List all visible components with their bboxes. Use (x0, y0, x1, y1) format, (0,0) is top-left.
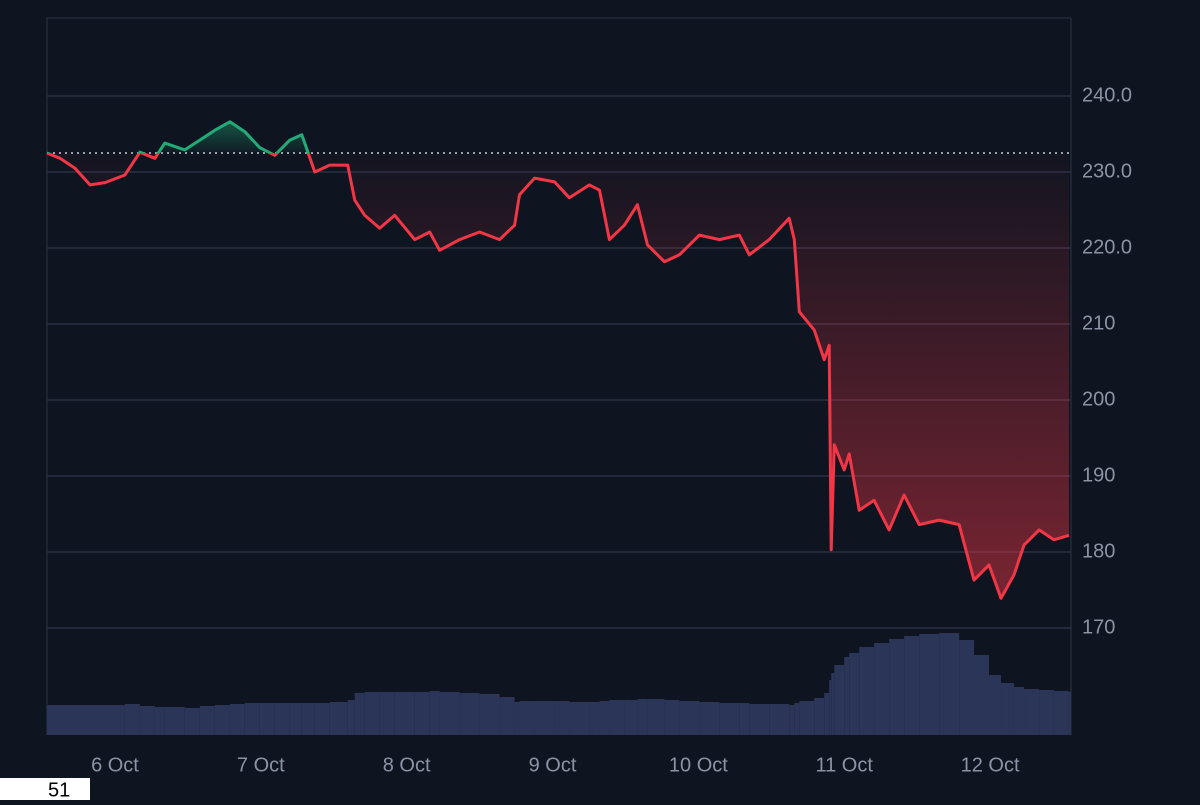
volume-bar (1000, 683, 1014, 735)
y-tick-label: 190 (1082, 464, 1115, 486)
volume-bar (124, 704, 140, 735)
volume-bar (347, 700, 355, 735)
x-tick-label: 9 Oct (529, 754, 577, 776)
volume-bar (569, 702, 590, 735)
volume-bar (164, 707, 185, 735)
volume-bar (47, 705, 60, 735)
volume-bar (831, 673, 835, 735)
y-tick-label: 220.0 (1082, 236, 1132, 258)
volume-bar (849, 653, 860, 735)
volume-bar (214, 705, 230, 735)
volume-bar (664, 700, 680, 735)
volume-bar (301, 703, 315, 735)
volume-bar (184, 708, 200, 735)
volume-bar (1068, 692, 1071, 735)
volume-bar (329, 702, 348, 735)
volume-bar (519, 701, 535, 735)
volume-bar (874, 643, 890, 735)
volume-bar (824, 693, 830, 735)
volume-bar (1013, 687, 1025, 735)
volume-bar (789, 705, 795, 735)
volume-bar (289, 703, 302, 735)
volume-bar (1039, 690, 1054, 735)
volume-bar (394, 692, 415, 735)
price-line (46, 120, 1070, 600)
volume-bar (439, 692, 460, 735)
volume-bar (889, 639, 905, 735)
x-tick-label: 7 Oct (237, 754, 285, 776)
volume-bar (514, 702, 520, 735)
volume-bar (599, 701, 610, 735)
volume-bar (259, 703, 275, 735)
volume-bar (829, 680, 832, 735)
volume-bar (414, 692, 430, 735)
volume-bar (459, 693, 480, 735)
volume-bar (609, 700, 625, 735)
y-tick-label: 240.0 (1082, 84, 1132, 106)
volume-bar (749, 704, 770, 735)
volume-bar (1024, 689, 1040, 735)
volume-bar (499, 697, 515, 735)
volume-bar (589, 702, 600, 735)
volume-bar (314, 703, 330, 735)
volume-bar (379, 692, 395, 735)
volume-bar (1053, 691, 1069, 735)
volume-bar (199, 706, 215, 735)
volume-bar (139, 706, 155, 735)
x-tick-label: 8 Oct (383, 754, 431, 776)
volume-bar (814, 698, 825, 735)
y-tick-label: 210 (1082, 312, 1115, 334)
y-tick-label: 200 (1082, 388, 1115, 410)
volume-bar (699, 702, 720, 735)
y-tick-label: 170 (1082, 616, 1115, 638)
volume-bar (974, 655, 990, 735)
volume-bar (534, 701, 555, 735)
volume-bar (859, 647, 875, 735)
volume-bar (647, 699, 665, 735)
y-tick-label: 180 (1082, 540, 1115, 562)
volume-bar (939, 633, 960, 735)
volume-bar (679, 701, 700, 735)
volume-bar (479, 694, 500, 735)
volume-bar (769, 704, 790, 735)
volume-bar (624, 700, 638, 735)
volume-bar (90, 705, 106, 735)
y-tick-label: 230.0 (1082, 160, 1132, 182)
volume-bar (554, 701, 570, 735)
volume-bar (274, 703, 290, 735)
x-tick-label: 11 Oct (815, 754, 873, 776)
footer-text: 51 (48, 779, 70, 800)
volume-bar (244, 703, 260, 735)
volume-bar (59, 705, 76, 735)
x-tick-label: 10 Oct (669, 754, 728, 776)
volume-bar (799, 701, 815, 735)
x-tick-label: 6 Oct (91, 754, 139, 776)
volume-bar (989, 675, 1001, 735)
volume-bar (637, 699, 648, 735)
volume-bar (739, 703, 750, 735)
volume-bar (154, 707, 165, 735)
volume-bar (794, 703, 800, 735)
volume-bar (229, 704, 245, 735)
volume-bar (959, 640, 975, 735)
volume-bar (919, 634, 940, 735)
volume-bar (834, 665, 845, 735)
footer-bg (0, 778, 90, 800)
volume-bar (75, 705, 91, 735)
volume-bar (904, 636, 920, 735)
volume-bar (364, 692, 380, 735)
volume-bar (719, 703, 740, 735)
volume-bar (844, 657, 850, 735)
volume-bar (105, 705, 125, 735)
volume-bar (354, 693, 365, 735)
x-tick-label: 12 Oct (961, 754, 1020, 776)
area (47, 121, 1069, 599)
volume-bar (429, 691, 440, 735)
